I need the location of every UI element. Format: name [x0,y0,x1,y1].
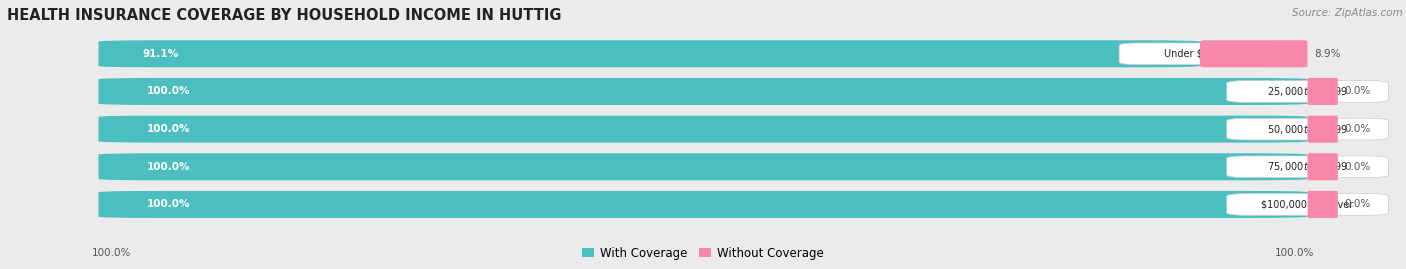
Text: 100.0%: 100.0% [146,86,190,97]
Text: HEALTH INSURANCE COVERAGE BY HOUSEHOLD INCOME IN HUTTIG: HEALTH INSURANCE COVERAGE BY HOUSEHOLD I… [7,8,561,23]
FancyBboxPatch shape [98,116,1308,143]
Text: $100,000 and over: $100,000 and over [1261,199,1354,210]
FancyBboxPatch shape [1308,116,1339,143]
Legend: With Coverage, Without Coverage: With Coverage, Without Coverage [582,247,824,260]
Text: 100.0%: 100.0% [91,248,131,258]
FancyBboxPatch shape [1119,43,1281,65]
Text: Source: ZipAtlas.com: Source: ZipAtlas.com [1292,8,1403,18]
Text: $25,000 to $49,999: $25,000 to $49,999 [1267,85,1348,98]
FancyBboxPatch shape [1227,81,1389,102]
Text: Under $25,000: Under $25,000 [1164,49,1236,59]
FancyBboxPatch shape [98,40,1199,67]
FancyBboxPatch shape [98,78,1308,105]
FancyBboxPatch shape [1308,78,1339,105]
Text: $50,000 to $74,999: $50,000 to $74,999 [1267,123,1348,136]
FancyBboxPatch shape [1308,153,1339,180]
Text: 8.9%: 8.9% [1315,49,1341,59]
FancyBboxPatch shape [1227,156,1389,178]
Text: 0.0%: 0.0% [1346,199,1371,210]
FancyBboxPatch shape [98,191,1308,218]
Text: 0.0%: 0.0% [1346,86,1371,97]
Text: 91.1%: 91.1% [142,49,179,59]
Text: 100.0%: 100.0% [1275,248,1315,258]
FancyBboxPatch shape [1227,194,1389,215]
Text: 100.0%: 100.0% [146,162,190,172]
Text: 100.0%: 100.0% [146,124,190,134]
FancyBboxPatch shape [98,153,1308,180]
Text: 0.0%: 0.0% [1346,124,1371,134]
FancyBboxPatch shape [98,78,1308,105]
FancyBboxPatch shape [98,191,1308,218]
FancyBboxPatch shape [98,40,1308,67]
FancyBboxPatch shape [98,116,1308,143]
Text: 0.0%: 0.0% [1346,162,1371,172]
Text: 100.0%: 100.0% [146,199,190,210]
FancyBboxPatch shape [1199,40,1308,67]
FancyBboxPatch shape [1308,191,1339,218]
FancyBboxPatch shape [98,153,1308,180]
FancyBboxPatch shape [1227,118,1389,140]
Text: $75,000 to $99,999: $75,000 to $99,999 [1267,160,1348,173]
